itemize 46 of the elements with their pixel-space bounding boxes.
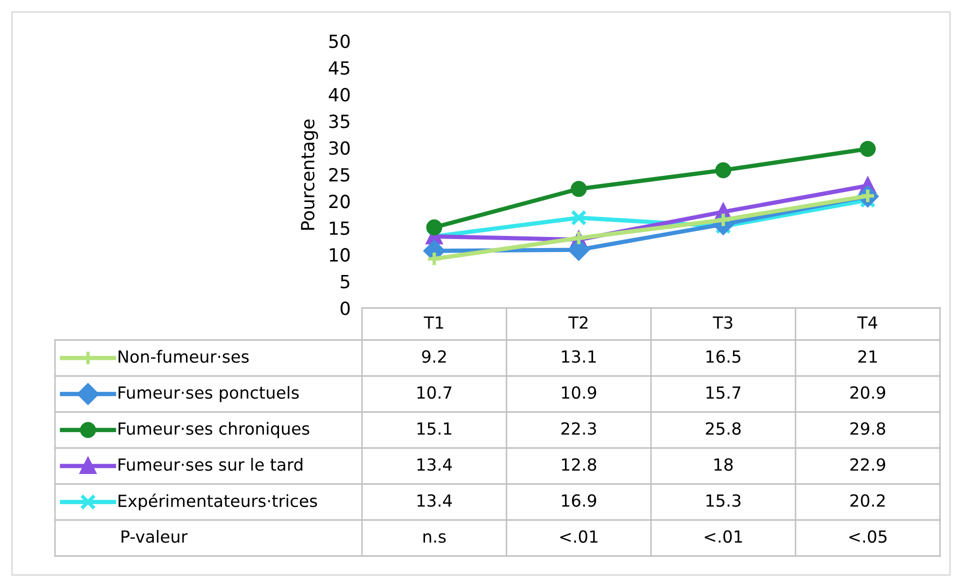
legend-label: Expérimentateurs·trices — [118, 494, 317, 510]
data-label: 15.1 — [418, 422, 452, 435]
y-tick-label: 5 — [340, 274, 350, 288]
data-label: 29.8 — [850, 422, 886, 435]
legend-label: Non-fumeur·ses — [118, 350, 249, 363]
data-label: 22.9 — [850, 458, 886, 471]
y-tick-label: 40 — [328, 88, 350, 102]
y-tick-label: 0 — [340, 301, 350, 316]
y-tick-label: 30 — [329, 141, 350, 155]
y-tick-label: 50 — [329, 34, 350, 48]
x-tick-label: T4 — [857, 316, 878, 329]
text: n.s — [423, 533, 446, 543]
y-tick-label: 35 — [329, 114, 350, 128]
y-tick-label: 20 — [329, 194, 350, 208]
data-label: 15.3 — [706, 494, 740, 507]
text: <.01 — [560, 530, 598, 543]
data-label: 10.9 — [562, 386, 596, 399]
y-tick-label: 15 — [330, 222, 350, 236]
y-axis-title: Pourcentage — [301, 119, 318, 230]
data-label: 21 — [858, 350, 877, 363]
data-label: 16.9 — [562, 494, 596, 507]
x-tick-label: T3 — [712, 316, 732, 329]
data-label: 22.3 — [561, 422, 596, 435]
data-label: 15.7 — [706, 386, 740, 399]
legend-label: Fumeur·ses chroniques — [118, 422, 310, 438]
text: P-valeur — [122, 530, 188, 543]
data-label: 13.4 — [418, 458, 452, 471]
data-label: 13.4 — [418, 494, 452, 507]
x-tick-label: T2 — [568, 316, 588, 329]
text: <.05 — [849, 530, 887, 543]
data-label: 18 — [714, 458, 733, 471]
y-tick-label: 25 — [329, 168, 350, 182]
data-label: 9.2 — [422, 350, 446, 363]
x-tick-label: T1 — [424, 316, 444, 329]
data-label: 10.7 — [418, 386, 452, 399]
y-tick-label: 10 — [330, 248, 350, 262]
legend-label: Fumeur·ses sur le tard — [118, 458, 302, 471]
data-label: 25.8 — [706, 422, 741, 435]
data-label: 20.2 — [850, 494, 885, 507]
data-label: 20.9 — [850, 386, 886, 399]
data-label: 16.5 — [706, 350, 740, 363]
text: <.01 — [704, 530, 742, 543]
data-label: 13.1 — [562, 350, 596, 363]
data-label: 12.8 — [562, 458, 596, 471]
y-tick-label: 45 — [328, 61, 350, 75]
legend-label: Fumeur·ses ponctuels — [118, 386, 299, 402]
